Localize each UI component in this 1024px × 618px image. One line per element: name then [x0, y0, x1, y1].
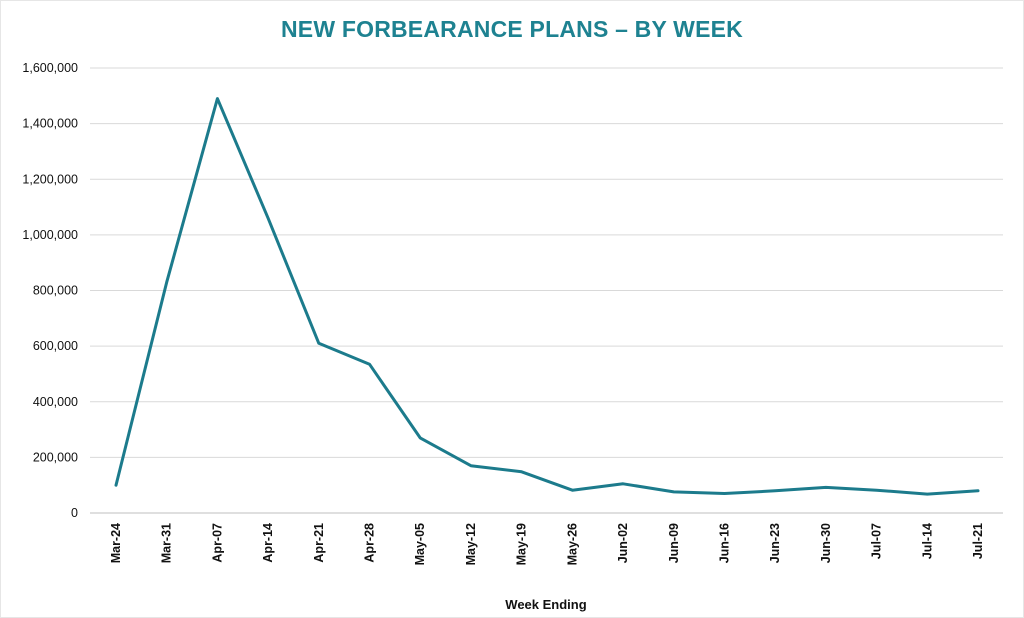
x-tick-label: May-12 [464, 523, 478, 565]
y-tick-label: 0 [71, 506, 78, 520]
x-tick-label: Apr-07 [210, 523, 224, 563]
y-tick-label: 1,600,000 [22, 61, 78, 75]
x-tick-label: Apr-28 [363, 523, 377, 563]
y-tick-label: 400,000 [33, 395, 78, 409]
x-tick-label: Apr-14 [261, 523, 275, 563]
y-tick-labels: 0 200,000 400,000 600,000 800,000 1,000,000 1,… [22, 61, 78, 520]
x-tick-label: May-19 [515, 523, 529, 565]
x-tick-label: Jul-07 [870, 523, 884, 559]
x-tick-label: Jun-30 [819, 523, 833, 563]
chart-title: NEW FORBEARANCE PLANS – BY WEEK [281, 16, 743, 42]
x-tick-label: Jun-09 [667, 523, 681, 563]
x-tick-label: May-05 [413, 523, 427, 565]
gridlines [90, 67, 1003, 458]
x-tick-label: Jun-16 [717, 523, 731, 563]
y-tick-label: 200,000 [33, 450, 78, 464]
x-tick-labels: Mar-24 Mar-31 Apr-07 Apr-14 Apr-21 Apr-28 May-… [109, 523, 985, 565]
y-tick-label: 1,000,000 [22, 228, 78, 242]
series-line [114, 97, 980, 496]
x-axis-label: Week Ending [505, 597, 586, 612]
x-tick-label: May-26 [565, 523, 579, 565]
x-tick-label: Mar-24 [109, 523, 123, 563]
x-tick-label: Jun-23 [768, 523, 782, 563]
y-tick-label: 600,000 [33, 339, 78, 353]
x-tick-label: Apr-21 [312, 523, 326, 563]
x-tick-label: Jul-21 [971, 523, 985, 559]
y-tick-label: 1,200,000 [22, 172, 78, 186]
x-tick-label: Jul-14 [920, 523, 934, 559]
y-tick-label: 1,400,000 [22, 117, 78, 131]
x-tick-label: Jun-02 [616, 523, 630, 563]
y-tick-label: 800,000 [33, 284, 78, 298]
x-tick-label: Mar-31 [160, 523, 174, 563]
series-layer [114, 97, 980, 496]
